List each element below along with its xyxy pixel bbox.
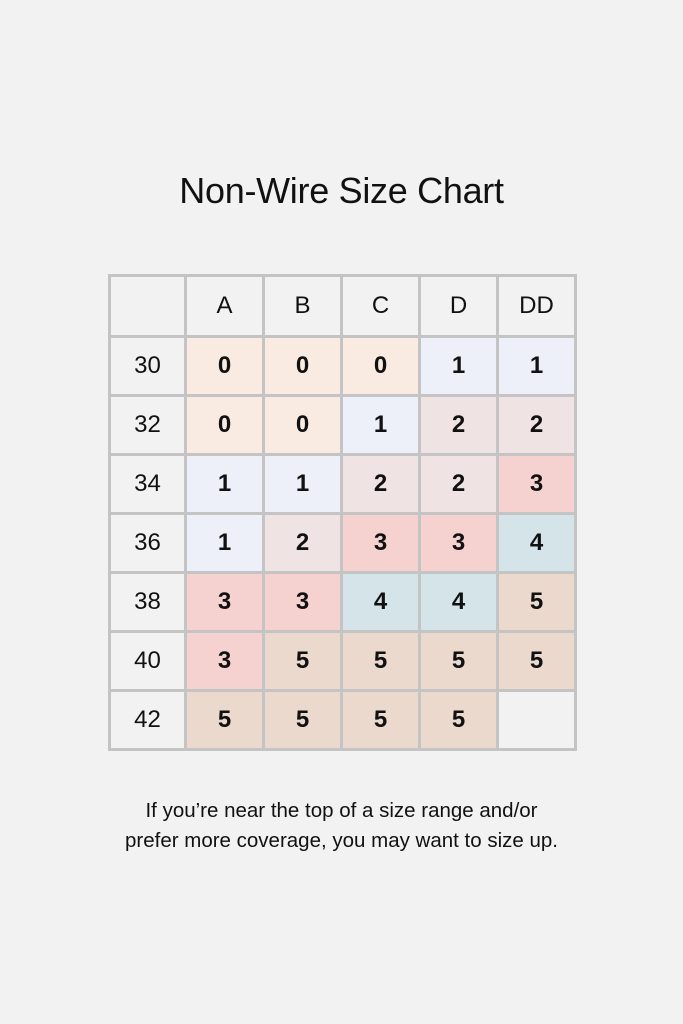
size-cell: 3	[184, 571, 265, 633]
size-cell: 1	[496, 335, 577, 397]
table-row: 40 3 5 5 5 5	[108, 630, 577, 692]
table-row: 32 0 0 1 2 2	[108, 394, 577, 456]
corner-cell	[108, 274, 187, 338]
size-cell: 2	[262, 512, 343, 574]
band-label: 42	[108, 689, 187, 751]
cup-header-dd: DD	[496, 274, 577, 338]
band-label: 34	[108, 453, 187, 515]
header-row: A B C D DD	[108, 274, 577, 338]
size-cell: 2	[496, 394, 577, 456]
size-cell: 5	[262, 630, 343, 692]
size-cell: 2	[418, 394, 499, 456]
size-cell: 4	[340, 571, 421, 633]
size-cell: 3	[184, 630, 265, 692]
size-cell: 5	[496, 630, 577, 692]
size-cell: 3	[340, 512, 421, 574]
size-cell: 0	[184, 335, 265, 397]
sizing-note-line-1: If you’re near the top of a size range a…	[145, 799, 538, 822]
size-cell: 5	[340, 630, 421, 692]
table-row: 34 1 1 2 2 3	[108, 453, 577, 515]
size-cell: 5	[418, 630, 499, 692]
size-cell: 1	[184, 453, 265, 515]
cup-header-d: D	[418, 274, 499, 338]
size-cell: 1	[184, 512, 265, 574]
size-cell: 3	[418, 512, 499, 574]
size-cell: 4	[496, 512, 577, 574]
size-cell: 1	[418, 335, 499, 397]
band-label: 38	[108, 571, 187, 633]
size-cell: 5	[496, 571, 577, 633]
size-cell: 5	[418, 689, 499, 751]
size-cell: 5	[262, 689, 343, 751]
size-cell: 2	[340, 453, 421, 515]
table-row: 36 1 2 3 3 4	[108, 512, 577, 574]
table-row: 42 5 5 5 5	[108, 689, 577, 751]
table-row: 30 0 0 0 1 1	[108, 335, 577, 397]
size-cell: 5	[340, 689, 421, 751]
band-label: 36	[108, 512, 187, 574]
size-cell: 0	[262, 335, 343, 397]
size-cell: 1	[262, 453, 343, 515]
size-cell: 3	[262, 571, 343, 633]
size-cell: 1	[340, 394, 421, 456]
sizing-note-line-2: prefer more coverage, you may want to si…	[125, 829, 558, 852]
size-cell: 5	[184, 689, 265, 751]
size-cell: 2	[418, 453, 499, 515]
table-row: 38 3 3 4 4 5	[108, 571, 577, 633]
cup-header-b: B	[262, 274, 343, 338]
chart-title: Non-Wire Size Chart	[179, 170, 504, 211]
cup-header-c: C	[340, 274, 421, 338]
sizing-note: If you’re near the top of a size range a…	[0, 796, 683, 856]
band-label: 40	[108, 630, 187, 692]
size-cell: 0	[262, 394, 343, 456]
size-cell: 0	[340, 335, 421, 397]
size-chart-table: A B C D DD 30 0 0 0 1 1 32 0 0 1 2 2 34 1 1 2 2 3 36 1 2 3 3 4 38 3 3 4 4…	[108, 274, 577, 751]
size-cell	[496, 689, 577, 751]
size-cell: 4	[418, 571, 499, 633]
band-label: 30	[108, 335, 187, 397]
size-cell: 0	[184, 394, 265, 456]
cup-header-a: A	[184, 274, 265, 338]
band-label: 32	[108, 394, 187, 456]
size-cell: 3	[496, 453, 577, 515]
